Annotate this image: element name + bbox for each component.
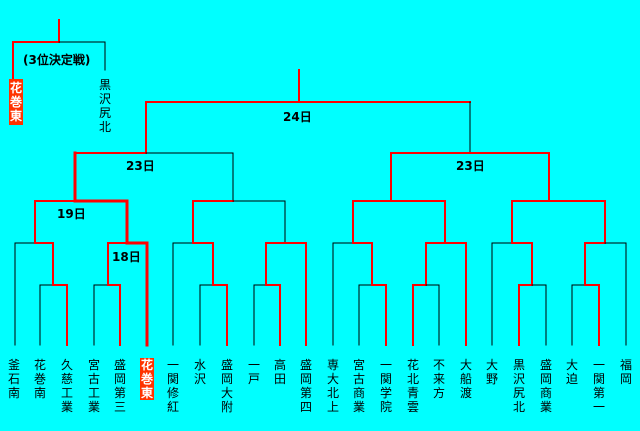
third-place-winner: 花巻東 [9, 79, 23, 125]
team-11: 高 田 [273, 358, 286, 386]
team-21: 盛岡商業 [539, 358, 552, 414]
team-18: 大船渡 [459, 358, 472, 400]
team-12: 盛岡第四 [299, 358, 312, 414]
round-label-semi-left: 23日 [126, 159, 155, 173]
team-17: 不来方 [432, 358, 445, 400]
team-8: 水 沢 [193, 358, 206, 386]
team-6: 花巻東 [140, 358, 154, 400]
team-9: 盛岡大附 [220, 358, 233, 414]
round-label-semi-right: 23日 [456, 159, 485, 173]
team-7: 一関修紅 [166, 358, 179, 414]
team-10: 一 戸 [247, 358, 260, 386]
team-3: 久慈工業 [60, 358, 73, 414]
team-13: 専大北上 [326, 358, 339, 414]
team-19: 大 野 [485, 358, 498, 386]
team-1: 釜石南 [7, 358, 20, 400]
team-2: 花巻南 [33, 358, 46, 400]
team-24: 福 岡 [619, 358, 632, 386]
round-label-r2-left: 18日 [112, 250, 141, 264]
team-14: 宮古商業 [352, 358, 365, 414]
team-20: 黒沢尻北 [512, 358, 525, 414]
team-22: 大 迫 [565, 358, 578, 386]
round-label-final: 24日 [283, 110, 312, 124]
third-place-label: (3位決定戦) [23, 53, 91, 67]
team-5: 盛岡第三 [113, 358, 126, 414]
team-15: 一関学院 [379, 358, 392, 414]
third-place-loser: 黒沢尻北 [98, 78, 111, 134]
team-4: 宮古工業 [87, 358, 100, 414]
round-label-quarter-left: 19日 [57, 207, 86, 221]
team-23: 一関第一 [592, 358, 605, 414]
team-16: 花北青雲 [406, 358, 419, 414]
